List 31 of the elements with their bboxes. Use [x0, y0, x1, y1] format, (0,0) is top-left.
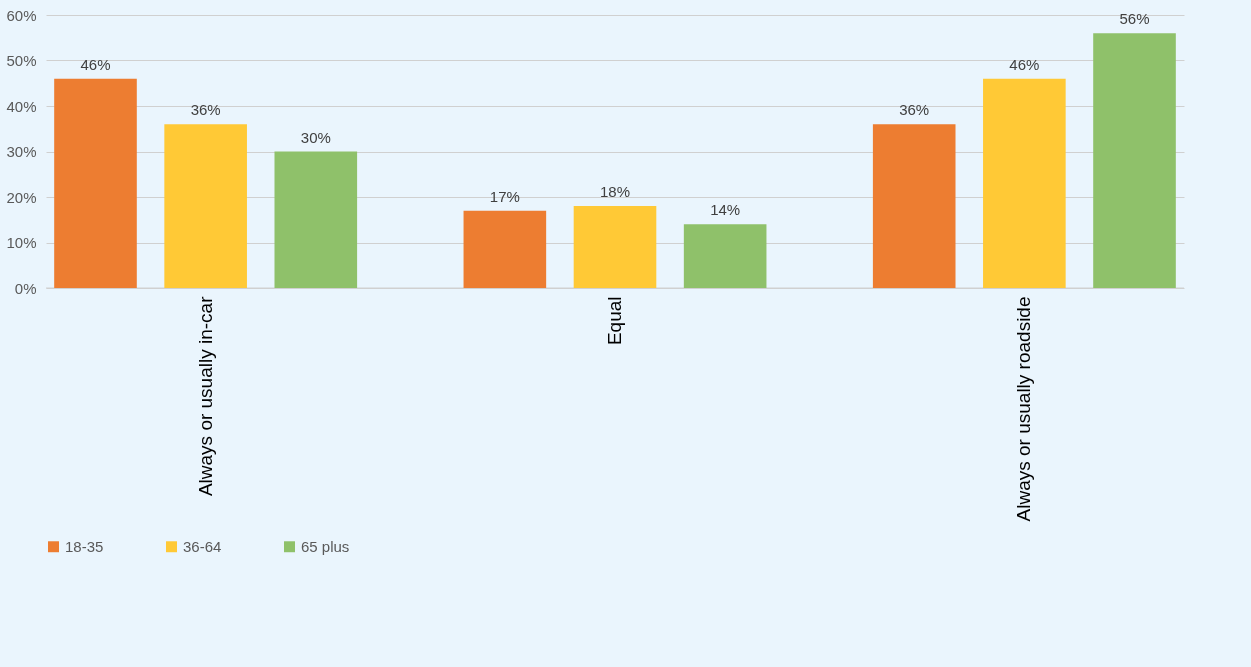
bar [54, 78, 137, 288]
data-label: 36% [190, 101, 221, 119]
legend-label: 65 plus [301, 537, 350, 555]
data-label: 18% [599, 183, 631, 201]
x-tick-label: Always or usually in-car [194, 295, 216, 497]
data-label: 46% [80, 55, 111, 73]
bar [872, 124, 956, 288]
legend-label: 18-35 [65, 537, 104, 555]
x-tick-label: Always or usually roadside [1013, 296, 1035, 522]
bar [463, 210, 547, 288]
bar [573, 206, 657, 288]
y-tick-label: 10% [6, 234, 37, 251]
y-tick-label: 0% [14, 279, 37, 297]
bar [164, 124, 247, 288]
y-tick-label: 30% [6, 143, 37, 160]
data-label: 17% [489, 187, 520, 205]
y-tick-label: 20% [6, 188, 37, 206]
bar [1093, 33, 1176, 288]
data-label: 46% [1009, 55, 1040, 73]
bar [274, 151, 358, 288]
data-label: 14% [710, 201, 741, 219]
bar [983, 78, 1066, 288]
x-tick-label: Equal [604, 296, 625, 346]
legend-label: 36-64 [183, 537, 222, 555]
y-tick-label: 60% [6, 6, 37, 24]
y-tick-label: 40% [6, 97, 37, 115]
bar [683, 224, 767, 288]
data-label: 30% [300, 128, 331, 146]
data-label: 56% [1119, 10, 1150, 28]
y-tick-label: 50% [6, 52, 37, 69]
data-label: 36% [899, 101, 930, 119]
